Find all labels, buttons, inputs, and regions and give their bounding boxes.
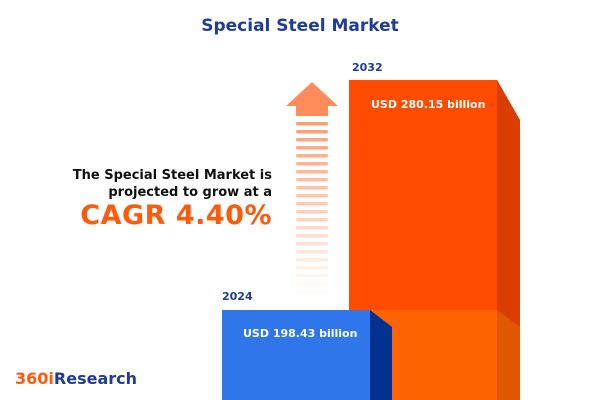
- arrow-stripe: [296, 162, 328, 166]
- year-label-2024: 2024: [222, 290, 253, 303]
- arrow-stripe: [296, 210, 328, 214]
- cagr-value: CAGR 4.40%: [80, 200, 272, 231]
- year-label-2032: 2032: [352, 61, 383, 74]
- arrow-stripe: [296, 242, 328, 246]
- logo-part-1: 360i: [15, 369, 54, 388]
- arrow-stripe: [296, 202, 328, 206]
- logo-part-2: Research: [53, 369, 137, 388]
- arrow-stripe: [296, 266, 328, 270]
- arrow-stripe: [296, 290, 328, 294]
- bar-2024-side: [370, 310, 392, 400]
- arrow-stripe: [296, 130, 328, 134]
- brand-logo: 360iResearch: [15, 369, 137, 388]
- arrow-stripe: [296, 250, 328, 254]
- arrow-stripe: [296, 154, 328, 158]
- arrow-stripe: [296, 186, 328, 190]
- arrow-stripe: [296, 282, 328, 286]
- bar-2032-lower-side: [497, 310, 520, 400]
- arrow-stripe: [296, 226, 328, 230]
- value-label-2024: USD 198.43 billion: [243, 327, 358, 340]
- arrow-stripe: [296, 178, 328, 182]
- page-title: Special Steel Market: [201, 16, 399, 36]
- growth-arrow-icon: [286, 82, 338, 116]
- arrow-stripe: [296, 274, 328, 278]
- arrow-stripe: [296, 218, 328, 222]
- bar-2024: [222, 310, 370, 400]
- lead-line-1: The Special Steel Market is: [72, 168, 272, 183]
- arrow-stripe: [296, 138, 328, 142]
- value-label-2032: USD 280.15 billion: [371, 98, 486, 111]
- arrow-stripe: [296, 194, 328, 198]
- arrow-stripe: [296, 258, 328, 262]
- arrow-stripe: [296, 122, 328, 126]
- lead-text: The Special Steel Market is projected to…: [73, 167, 272, 201]
- arrow-stripe: [296, 234, 328, 238]
- arrow-stripe: [296, 170, 328, 174]
- arrow-stripe: [296, 146, 328, 150]
- lead-line-2: projected to grow at a: [108, 185, 272, 200]
